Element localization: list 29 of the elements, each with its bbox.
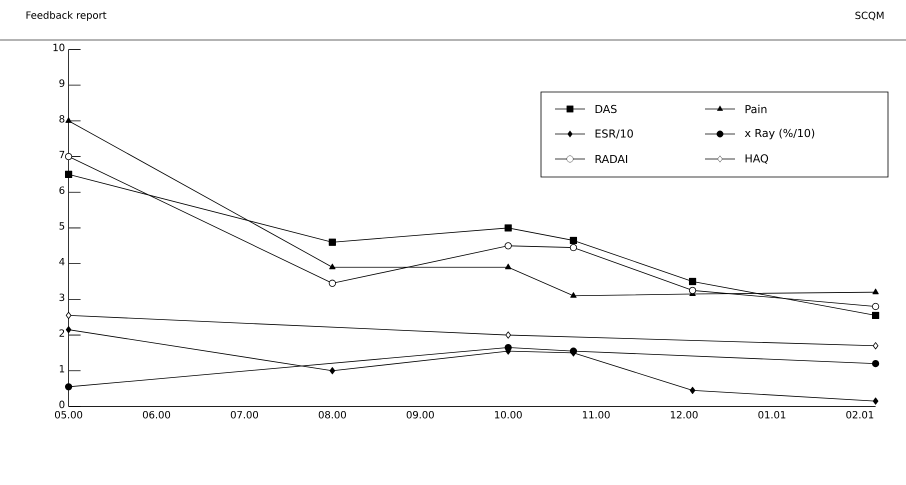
y-tick-label: 8	[59, 115, 64, 123]
legend-label: DAS	[596, 104, 617, 114]
x-tick-label: 12.00	[670, 410, 698, 418]
x-tick-label: 10.00	[495, 410, 522, 418]
legend-label: RADAI	[596, 155, 628, 163]
x-tick-label: 08.00	[318, 410, 346, 418]
x-tick-label: 09.00	[406, 410, 434, 418]
y-tick-label: 7	[60, 150, 64, 158]
y-tick-label: 6	[59, 186, 64, 194]
chart-subtitle: SCQM	[855, 12, 884, 20]
legend-label: HAQ	[746, 154, 768, 164]
y-tick-label: 4	[59, 258, 65, 266]
y-tick-label: 0	[59, 400, 64, 408]
y-tick-label: 1	[60, 365, 64, 372]
x-tick-label: 02.01	[846, 410, 874, 418]
y-tick-label: 5	[59, 222, 64, 230]
y-tick-label: 9	[59, 79, 64, 87]
x-tick-label: 01.01	[758, 410, 786, 418]
y-tick-label: 2	[59, 329, 64, 337]
y-tick-label: 10	[53, 44, 64, 52]
y-tick-label: 3	[59, 294, 64, 302]
x-tick-label: 07.00	[230, 410, 258, 418]
x-tick-label: 06.00	[142, 410, 170, 418]
x-tick-label: 11.00	[582, 410, 610, 418]
legend-label: x Ray (%/10)	[744, 128, 814, 140]
x-tick-label: 05.00	[54, 410, 82, 418]
legend-label: Pain	[746, 104, 766, 114]
legend-label: ESR/10	[596, 129, 633, 139]
chart-title: Feedback report	[26, 11, 106, 21]
